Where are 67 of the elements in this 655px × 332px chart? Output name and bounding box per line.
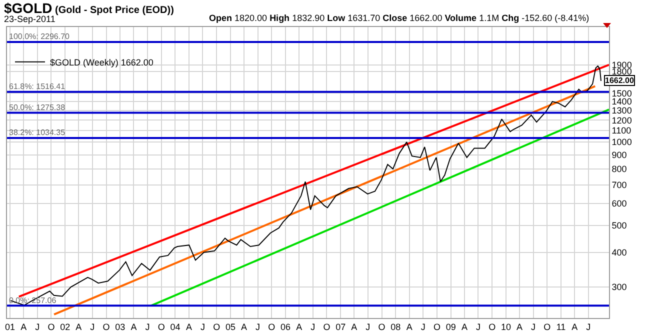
x-tick-label: A <box>76 322 82 332</box>
x-tick-label: J <box>310 322 316 332</box>
x-tick-label: A <box>516 322 523 332</box>
annotation: 1662.00 <box>605 76 634 85</box>
x-tick-label: 10 <box>500 322 511 332</box>
x-tick-label: A <box>186 322 192 332</box>
x-tick-label: 11 <box>556 322 566 332</box>
y-tick-label: 1900 <box>612 60 632 70</box>
x-tick-label: J <box>90 322 95 332</box>
ref-line-label: 0.0%: 257.06 <box>9 296 57 305</box>
x-tick-label: O <box>102 322 110 332</box>
x-tick-label: O <box>544 322 551 332</box>
y-tick-label: 1500 <box>612 88 632 98</box>
x-tick-label: J <box>200 322 205 332</box>
x-tick-label: J <box>531 322 536 332</box>
y-tick-label: 900 <box>612 150 627 160</box>
ref-line-label: 50.0%: 1275.38 <box>9 103 66 112</box>
chart-title: $GOLD (Gold - Spot Price (EOD)) <box>4 0 174 16</box>
x-tick-label: 05 <box>225 322 236 332</box>
x-tick-label: J <box>476 322 480 332</box>
x-tick-label: 01 <box>5 322 16 332</box>
x-tick-label: A <box>20 322 27 332</box>
ref-line-label: 38.2%: 1034.35 <box>9 128 66 137</box>
x-tick-label: J <box>256 322 260 332</box>
x-tick-label: O <box>48 322 55 332</box>
x-tick-label: 08 <box>390 322 401 332</box>
x-tick-label: J <box>35 322 40 332</box>
x-tick-label: 09 <box>446 322 456 332</box>
y-tick-label: 1000 <box>612 137 632 148</box>
ref-line-label: 61.8%: 1516.41 <box>9 82 66 91</box>
y-tick-label: 1200 <box>612 115 632 126</box>
x-tick-label: O <box>488 322 496 332</box>
y-tick-label: 800 <box>612 164 627 174</box>
x-tick-label: 03 <box>115 322 126 332</box>
x-tick-label: 06 <box>280 322 291 332</box>
x-tick-label: A <box>461 322 468 332</box>
x-tick-label: O <box>433 322 441 332</box>
x-tick-label: O <box>268 322 276 332</box>
x-tick-label: A <box>241 322 248 332</box>
y-tick-label: 600 <box>612 198 627 209</box>
y-tick-label: 700 <box>612 180 627 190</box>
x-tick-label: O <box>378 322 386 332</box>
x-tick-label: J <box>366 322 370 332</box>
y-tick-label: 500 <box>612 220 627 231</box>
y-tick-label: 300 <box>612 282 627 292</box>
x-tick-label: O <box>158 322 165 332</box>
x-tick-label: A <box>572 322 578 332</box>
x-tick-label: J <box>420 322 426 332</box>
x-tick-label: A <box>296 322 302 332</box>
x-tick-label: O <box>323 322 330 332</box>
y-tick-label: 1100 <box>612 126 632 136</box>
x-tick-label: O <box>213 322 220 332</box>
x-tick-label: J <box>145 322 150 332</box>
legend-label: $GOLD (Weekly) 1662.00 <box>50 57 154 68</box>
text: Open 1820.00 High 1832.90 Low 1631.70 Close 1662.00 Volume 1.1M Chg -152.60 (-8.41%) <box>209 13 590 23</box>
x-tick-label: J <box>586 322 591 332</box>
y-tick-label: 400 <box>612 248 627 258</box>
x-tick-label: A <box>351 322 358 332</box>
x-tick-label: 04 <box>170 322 180 332</box>
ref-line-label: 100.0%: 2296.70 <box>9 32 70 41</box>
x-tick-label: A <box>406 322 412 332</box>
chart-subtitle: 23-Sep-2011 <box>4 14 56 24</box>
x-tick-label: 07 <box>336 322 346 332</box>
x-tick-label: A <box>130 322 137 332</box>
x-tick-label: 02 <box>60 322 70 332</box>
y-tick-label: 1300 <box>612 106 632 116</box>
y-tick-label: 1400 <box>612 96 632 107</box>
